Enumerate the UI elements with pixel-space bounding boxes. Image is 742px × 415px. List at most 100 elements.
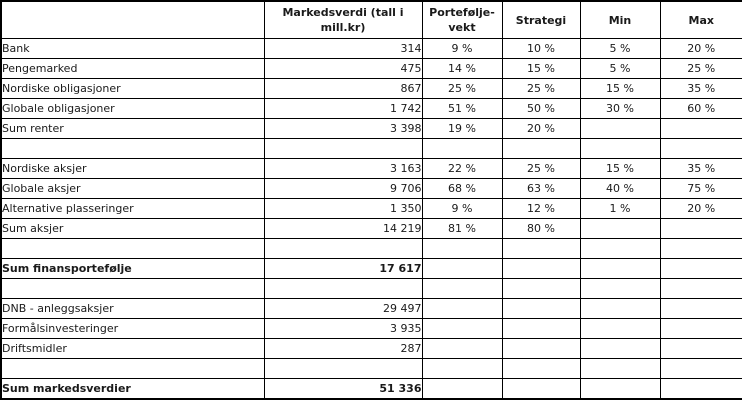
row-label-cell: Bank — [0, 38, 265, 59]
value-cell — [501, 238, 581, 259]
value-cell: 1 % — [579, 198, 661, 219]
value-cell: 40 % — [579, 178, 661, 199]
value-cell: 1 742 — [263, 98, 423, 119]
value-cell: 25 % — [659, 58, 742, 79]
value-cell — [579, 218, 661, 239]
value-cell — [659, 338, 742, 359]
table-row: Alternative plasseringer 1 350 9 % 12 % 1 % 2… — [0, 198, 742, 219]
value-cell: 68 % — [421, 178, 503, 199]
row-label-cell — [0, 358, 265, 379]
table-row: Formålsinvesteringer 3 935 — [0, 318, 742, 339]
value-cell: 51 336 — [263, 378, 423, 400]
value-cell: 314 — [263, 38, 423, 59]
value-cell — [501, 258, 581, 279]
row-label-cell: Globale aksjer — [0, 178, 265, 199]
value-cell: 10 % — [501, 38, 581, 59]
value-cell — [421, 378, 503, 400]
table-row: Sum markedsverdier 51 336 — [0, 378, 742, 400]
row-label-cell — [0, 238, 265, 259]
table-row — [0, 358, 742, 379]
value-cell: 15 % — [501, 58, 581, 79]
value-cell — [501, 358, 581, 379]
value-cell — [501, 138, 581, 159]
value-cell: 20 % — [659, 198, 742, 219]
value-cell — [263, 278, 423, 299]
value-cell — [501, 338, 581, 359]
value-cell: 9 % — [421, 198, 503, 219]
table-row: Globale obligasjoner 1 742 51 % 50 % 30 % 60 … — [0, 98, 742, 119]
value-cell — [659, 318, 742, 339]
value-cell — [579, 278, 661, 299]
value-cell: 475 — [263, 58, 423, 79]
value-cell: 20 % — [659, 38, 742, 59]
value-cell: 22 % — [421, 158, 503, 179]
value-cell — [421, 358, 503, 379]
value-cell — [579, 378, 661, 400]
value-cell — [579, 358, 661, 379]
value-cell: 3 163 — [263, 158, 423, 179]
row-label-cell: Driftsmidler — [0, 338, 265, 359]
value-cell — [659, 378, 742, 400]
value-cell: 19 % — [421, 118, 503, 139]
table-row: DNB - anleggsaksjer 29 497 — [0, 298, 742, 319]
header-cell-label — [0, 0, 265, 39]
value-cell: 80 % — [501, 218, 581, 239]
value-cell: 60 % — [659, 98, 742, 119]
row-label-cell: Formålsinvesteringer — [0, 318, 265, 339]
value-cell: 30 % — [579, 98, 661, 119]
row-label-cell: Sum renter — [0, 118, 265, 139]
value-cell: 25 % — [501, 78, 581, 99]
table-row — [0, 238, 742, 259]
row-label-cell — [0, 138, 265, 159]
value-cell: 3 935 — [263, 318, 423, 339]
value-cell: 50 % — [501, 98, 581, 119]
value-cell — [659, 298, 742, 319]
value-cell: 25 % — [421, 78, 503, 99]
value-cell: 3 398 — [263, 118, 423, 139]
value-cell — [659, 278, 742, 299]
row-label-cell: Nordiske aksjer — [0, 158, 265, 179]
value-cell: 75 % — [659, 178, 742, 199]
table-row: Driftsmidler 287 — [0, 338, 742, 359]
row-label-cell: Sum aksjer — [0, 218, 265, 239]
table-row: Globale aksjer 9 706 68 % 63 % 40 % 75 % — [0, 178, 742, 199]
value-cell — [659, 238, 742, 259]
value-cell — [421, 258, 503, 279]
value-cell — [421, 138, 503, 159]
value-cell: 287 — [263, 338, 423, 359]
value-cell — [659, 118, 742, 139]
value-cell: 5 % — [579, 58, 661, 79]
value-cell: 14 219 — [263, 218, 423, 239]
value-cell — [579, 318, 661, 339]
row-label-cell: Sum finansportefølje — [0, 258, 265, 279]
value-cell — [579, 238, 661, 259]
value-cell: 1 350 — [263, 198, 423, 219]
value-cell — [263, 358, 423, 379]
table-row: Nordiske obligasjoner 867 25 % 25 % 15 % 35 % — [0, 78, 742, 99]
value-cell: 14 % — [421, 58, 503, 79]
value-cell — [501, 378, 581, 400]
value-cell — [579, 138, 661, 159]
value-cell — [659, 358, 742, 379]
portfolio-table: Markedsverdi (tall i mill.kr) Portefølje… — [0, 0, 742, 400]
value-cell — [579, 338, 661, 359]
value-cell: 9 706 — [263, 178, 423, 199]
table-row — [0, 138, 742, 159]
table-row: Bank 314 9 % 10 % 5 % 20 % — [0, 38, 742, 59]
value-cell: 9 % — [421, 38, 503, 59]
value-cell: 81 % — [421, 218, 503, 239]
value-cell — [659, 258, 742, 279]
value-cell: 51 % — [421, 98, 503, 119]
table-row: Pengemarked 475 14 % 15 % 5 % 25 % — [0, 58, 742, 79]
table-row: Nordiske aksjer 3 163 22 % 25 % 15 % 35 % — [0, 158, 742, 179]
table-row: Sum aksjer 14 219 81 % 80 % — [0, 218, 742, 239]
table-body: Bank 314 9 % 10 % 5 % 20 % Pengemarked 475 14 % 1… — [0, 38, 742, 400]
value-cell: 25 % — [501, 158, 581, 179]
header-cell-max: Max — [659, 0, 742, 39]
value-cell — [579, 258, 661, 279]
table-row: Sum renter 3 398 19 % 20 % — [0, 118, 742, 139]
value-cell: 35 % — [659, 78, 742, 99]
header-cell-min: Min — [579, 0, 661, 39]
value-cell: 15 % — [579, 158, 661, 179]
